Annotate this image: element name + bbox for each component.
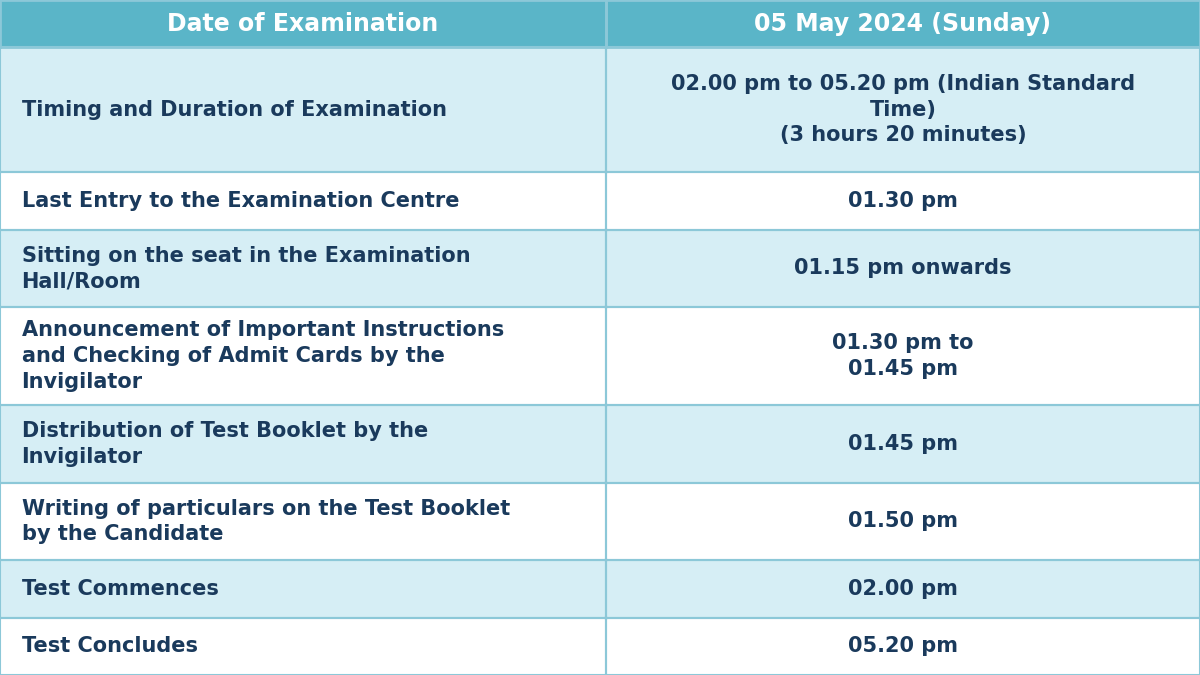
- Text: 05 May 2024 (Sunday): 05 May 2024 (Sunday): [755, 11, 1051, 36]
- Text: 02.00 pm to 05.20 pm (Indian Standard
Time)
(3 hours 20 minutes): 02.00 pm to 05.20 pm (Indian Standard Ti…: [671, 74, 1135, 145]
- Bar: [606, 307, 1200, 405]
- Bar: [606, 483, 1200, 560]
- Bar: [606, 0, 1200, 47]
- Bar: [606, 560, 1200, 618]
- Text: Distribution of Test Booklet by the
Invigilator: Distribution of Test Booklet by the Invi…: [22, 421, 428, 466]
- Bar: [0, 560, 606, 618]
- Text: Test Concludes: Test Concludes: [22, 637, 198, 656]
- Text: Writing of particulars on the Test Booklet
by the Candidate: Writing of particulars on the Test Bookl…: [22, 499, 510, 544]
- Text: 05.20 pm: 05.20 pm: [848, 637, 958, 656]
- Text: Announcement of Important Instructions
and Checking of Admit Cards by the
Invigi: Announcement of Important Instructions a…: [22, 321, 504, 392]
- Bar: [0, 172, 606, 230]
- Bar: [606, 405, 1200, 483]
- Text: Sitting on the seat in the Examination
Hall/Room: Sitting on the seat in the Examination H…: [22, 246, 470, 291]
- Bar: [0, 483, 606, 560]
- Bar: [0, 0, 606, 47]
- Bar: [0, 405, 606, 483]
- Text: 01.30 pm to
01.45 pm: 01.30 pm to 01.45 pm: [833, 333, 973, 379]
- Text: Timing and Duration of Examination: Timing and Duration of Examination: [22, 100, 446, 119]
- Text: Last Entry to the Examination Centre: Last Entry to the Examination Centre: [22, 191, 460, 211]
- Bar: [606, 230, 1200, 307]
- Bar: [0, 47, 606, 172]
- Bar: [0, 230, 606, 307]
- Bar: [606, 47, 1200, 172]
- Bar: [606, 618, 1200, 675]
- Text: 02.00 pm: 02.00 pm: [848, 579, 958, 599]
- Bar: [0, 618, 606, 675]
- Text: 01.50 pm: 01.50 pm: [848, 512, 958, 531]
- Text: 01.15 pm onwards: 01.15 pm onwards: [794, 259, 1012, 278]
- Text: Test Commences: Test Commences: [22, 579, 218, 599]
- Text: 01.45 pm: 01.45 pm: [848, 434, 958, 454]
- Text: 01.30 pm: 01.30 pm: [848, 191, 958, 211]
- Bar: [606, 172, 1200, 230]
- Text: Date of Examination: Date of Examination: [167, 11, 439, 36]
- Bar: [0, 307, 606, 405]
